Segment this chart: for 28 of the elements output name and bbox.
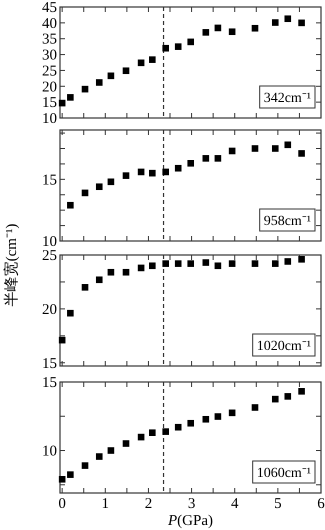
y-tick-label: 20 (42, 79, 57, 96)
y-tick-label: 15 (42, 356, 57, 372)
y-tick-label: 25 (42, 63, 57, 80)
annotation: 1060cm⁻¹ (256, 466, 311, 481)
y-tick-label: 20 (42, 302, 57, 318)
y-tick-label: 30 (42, 48, 57, 64)
x-tick-label: 4 (230, 496, 239, 512)
y-tick-label: 35 (42, 32, 57, 48)
y-tick-label: 10 (42, 111, 57, 127)
x-axis-title: P(GPa) (167, 513, 213, 529)
annotation: 342cm⁻¹ (264, 91, 311, 106)
x-tick-label: 6 (317, 496, 325, 512)
y-axis-title: 半峰宽(cm⁻¹) (3, 224, 20, 306)
x-tick-label: 3 (188, 496, 196, 512)
y-tick-label: 45 (42, 0, 57, 16)
y-tick-label: 15 (42, 172, 57, 188)
x-tick-label: 2 (144, 496, 152, 512)
x-tick-label: 1 (102, 496, 110, 512)
x-tick-label: 5 (274, 496, 282, 512)
x-tick-label: 0 (58, 496, 66, 512)
y-tick-label: 40 (42, 16, 57, 32)
y-tick-label: 10 (42, 444, 57, 460)
annotation: 1020cm⁻¹ (256, 339, 311, 354)
y-tick-label: 15 (42, 375, 57, 391)
y-tick-label: 10 (42, 234, 57, 250)
y-tick-label: 15 (42, 95, 57, 112)
y-tick-label: 25 (42, 248, 57, 264)
annotation: 958cm⁻¹ (264, 214, 311, 229)
